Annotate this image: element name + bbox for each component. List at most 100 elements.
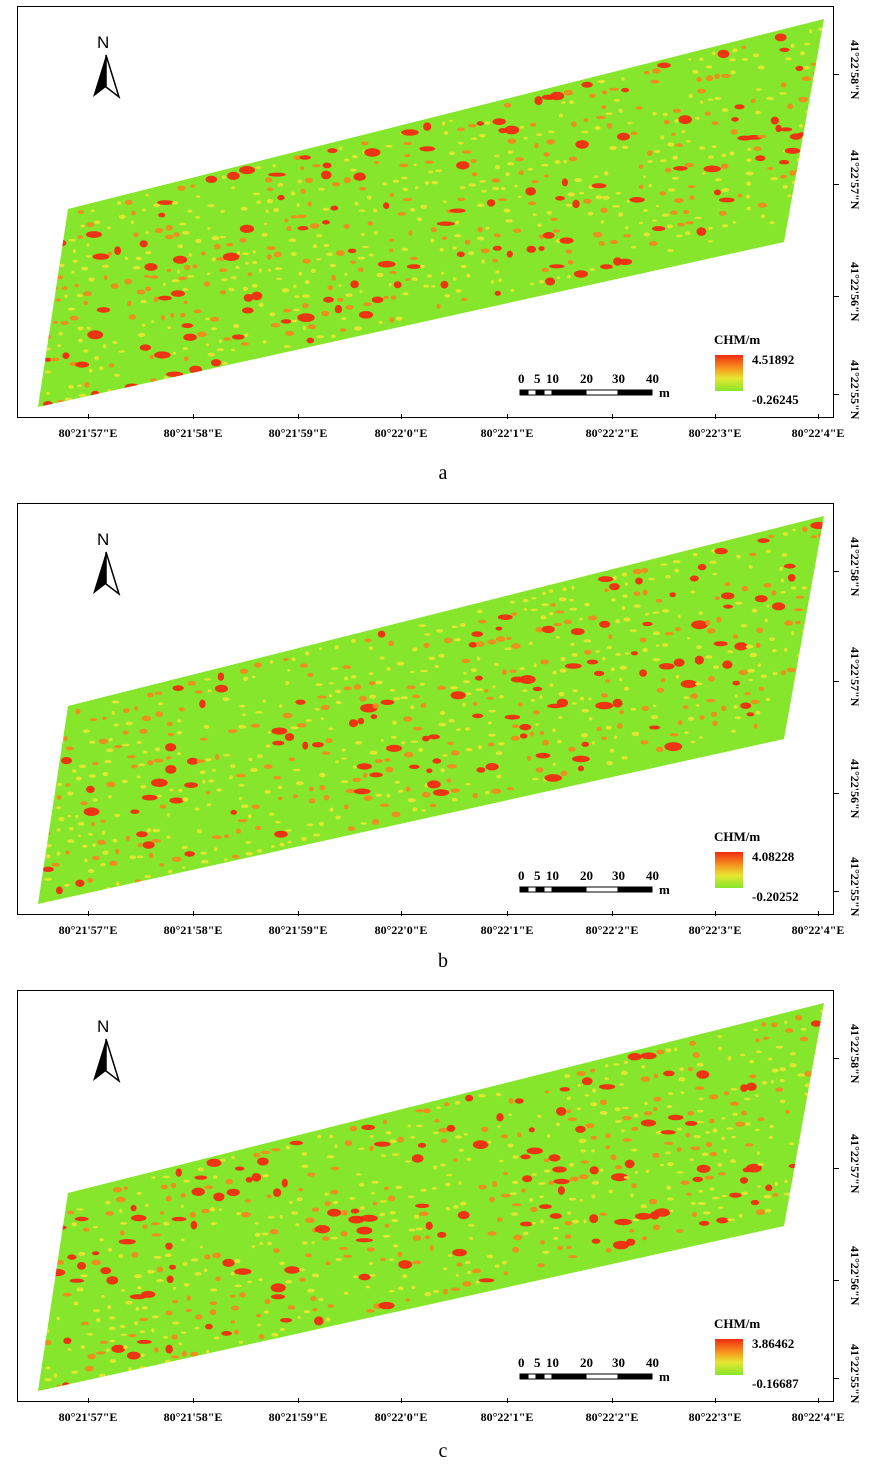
longitude-tick	[298, 1398, 299, 1403]
longitude-tick	[193, 911, 194, 916]
scale-bar-graphic	[519, 886, 653, 893]
latitude-label: 41°22'55"N	[848, 360, 862, 420]
latitude-label: 41°22'57"N	[848, 647, 862, 707]
scale-tick-label: 40	[646, 1355, 659, 1370]
longitude-tick	[401, 911, 402, 916]
latitude-label: 41°22'58"N	[848, 40, 862, 100]
latitude-tick	[834, 681, 839, 682]
longitude-tick	[818, 1398, 819, 1403]
latitude-tick	[834, 571, 839, 572]
longitude-label: 80°22'3"E	[688, 426, 742, 440]
scale-tick-label: 20	[580, 1355, 593, 1370]
latitude-tick	[834, 1280, 839, 1281]
map-frame: N 0 5 10 20 30 40 m CHM/m 4.51892 -0.26245	[17, 6, 834, 418]
longitude-label: 80°22'0"E	[374, 923, 428, 937]
panel-caption: a	[438, 462, 448, 484]
legend-max-value: 4.08228	[752, 849, 795, 864]
longitude-tick	[401, 1398, 402, 1403]
latitude-label: 41°22'56"N	[848, 262, 862, 322]
scale-tick-label: 0	[518, 1355, 525, 1370]
north-arrow-icon	[93, 1038, 121, 1084]
panel-caption: b	[438, 950, 448, 972]
longitude-label: 80°22'4"E	[791, 923, 845, 937]
scale-bar: 0 5 10 20 30 40 m	[502, 1355, 682, 1385]
longitude-tick	[298, 911, 299, 916]
scale-tick-label: 30	[612, 1355, 625, 1370]
latitude-tick	[834, 891, 839, 892]
longitude-label: 80°21'58"E	[163, 1410, 223, 1424]
scale-tick-label: 40	[646, 868, 659, 883]
latitude-label: 41°22'58"N	[848, 537, 862, 597]
latitude-label: 41°22'57"N	[848, 1134, 862, 1194]
legend-min-value: -0.26245	[752, 392, 799, 407]
scale-unit: m	[659, 882, 670, 897]
legend-min-value: -0.20252	[752, 889, 799, 904]
scale-tick-label: 20	[580, 868, 593, 883]
longitude-label: 80°21'58"E	[163, 426, 223, 440]
latitude-tick	[834, 1378, 839, 1379]
longitude-tick	[612, 414, 613, 419]
longitude-tick	[507, 911, 508, 916]
legend-title: CHM/m	[714, 829, 761, 844]
north-label: N	[97, 530, 110, 549]
scale-tick-label: 5	[534, 371, 541, 386]
longitude-tick	[401, 414, 402, 419]
longitude-label: 80°22'3"E	[688, 1410, 742, 1424]
scale-unit: m	[659, 385, 670, 400]
latitude-tick	[834, 793, 839, 794]
longitude-label: 80°22'1"E	[480, 1410, 534, 1424]
scale-bar: 0 5 10 20 30 40 m	[502, 371, 682, 401]
scale-tick-label: 30	[612, 868, 625, 883]
latitude-label: 41°22'56"N	[848, 759, 862, 819]
longitude-label: 80°22'4"E	[791, 426, 845, 440]
longitude-label: 80°22'0"E	[374, 426, 428, 440]
scale-bar-graphic	[519, 1373, 653, 1380]
scale-tick-label: 5	[534, 1355, 541, 1370]
north-arrow: N	[90, 530, 122, 600]
field-area	[38, 19, 824, 407]
longitude-label: 80°22'4"E	[791, 1410, 845, 1424]
longitude-tick	[88, 911, 89, 916]
scale-bar: 0 5 10 20 30 40 m	[502, 868, 682, 898]
north-arrow: N	[90, 33, 122, 103]
map-panel-c: N 0 5 10 20 30 40 m CHM/m 3.86462 -0.16687 80°21'57…	[0, 984, 886, 1474]
longitude-label: 80°21'58"E	[163, 923, 223, 937]
longitude-label: 80°21'57"E	[58, 426, 118, 440]
map-frame: N 0 5 10 20 30 40 m CHM/m 4.08228 -0.20252	[17, 503, 834, 915]
map-panel-a: N 0 5 10 20 30 40 m CHM/m 4.51892 -0.26245 80°21'57…	[0, 0, 886, 490]
longitude-tick	[612, 1398, 613, 1403]
scale-bar-graphic	[519, 389, 653, 396]
latitude-label: 41°22'56"N	[848, 1246, 862, 1306]
latitude-tick	[834, 1058, 839, 1059]
scale-tick-label: 10	[546, 371, 559, 386]
north-label: N	[97, 33, 110, 52]
longitude-label: 80°21'59"E	[268, 923, 328, 937]
legend-max-value: 4.51892	[752, 352, 795, 367]
map-frame: N 0 5 10 20 30 40 m CHM/m 3.86462 -0.16687	[17, 990, 834, 1402]
longitude-label: 80°22'2"E	[585, 1410, 639, 1424]
legend-max-value: 3.86462	[752, 1336, 795, 1351]
legend-min-value: -0.16687	[752, 1376, 799, 1391]
latitude-tick	[834, 394, 839, 395]
legend-color-ramp	[715, 852, 743, 888]
legend-color-ramp	[715, 355, 743, 391]
longitude-label: 80°22'1"E	[480, 426, 534, 440]
north-arrow-icon	[93, 54, 121, 100]
latitude-label: 41°22'55"N	[848, 1344, 862, 1404]
legend-title: CHM/m	[714, 332, 761, 347]
longitude-label: 80°22'1"E	[480, 923, 534, 937]
north-label: N	[97, 1017, 110, 1036]
longitude-tick	[88, 1398, 89, 1403]
chm-raster	[38, 1003, 824, 1391]
scale-tick-label: 20	[580, 371, 593, 386]
latitude-label: 41°22'58"N	[848, 1024, 862, 1084]
longitude-label: 80°22'3"E	[688, 923, 742, 937]
map-panel-b: N 0 5 10 20 30 40 m CHM/m 4.08228 -0.20252 80°21'57…	[0, 497, 886, 987]
longitude-tick	[818, 911, 819, 916]
longitude-tick	[193, 414, 194, 419]
longitude-label: 80°21'57"E	[58, 1410, 118, 1424]
north-arrow-icon	[93, 551, 121, 597]
field-area	[38, 516, 824, 904]
longitude-tick	[818, 414, 819, 419]
longitude-tick	[612, 911, 613, 916]
